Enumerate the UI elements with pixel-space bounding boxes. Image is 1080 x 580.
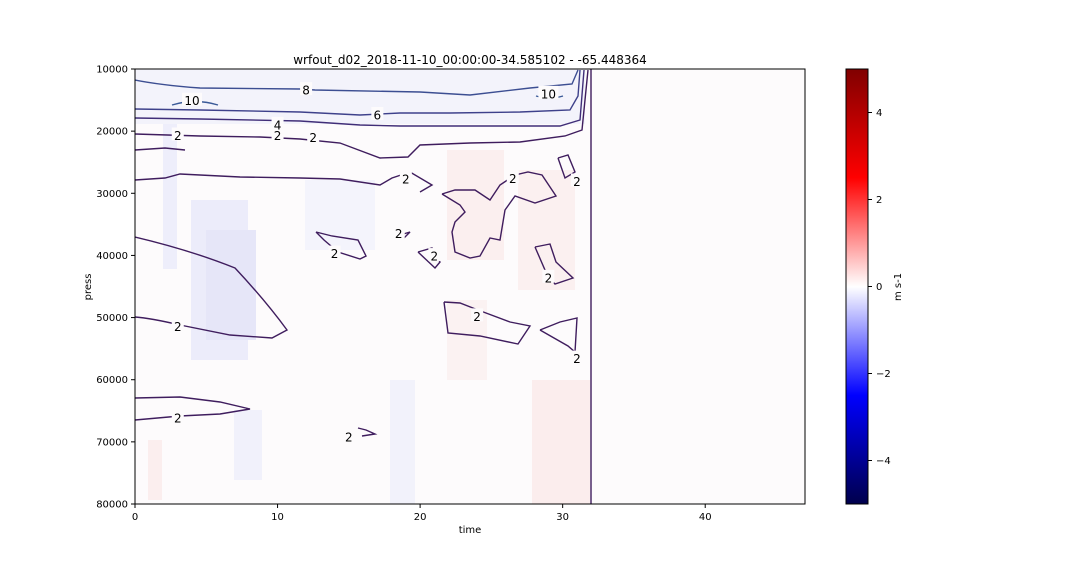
contour-label: 2 [402,172,410,186]
colorbar-tick-label: −2 [876,369,891,380]
contour-label-bg [506,170,519,184]
contour-line-2 [315,231,367,260]
contour-label: 2 [509,172,517,186]
x-axis: 0 10 20 30 40 [132,504,712,523]
contour-line-2 [357,427,378,437]
colorbar-tick-label: 0 [876,282,882,293]
y-axis-label: press [83,274,94,301]
x-axis-label: time [459,525,482,536]
contour-label-bg [570,173,583,187]
contour-line-2 [135,69,589,159]
contour-label: 2 [274,129,282,143]
y-tick-label: 10000 [96,65,128,76]
colorbar-tick-label: 4 [876,108,882,119]
contour-label-bg [538,85,559,99]
y-tick-label: 20000 [96,127,128,138]
heatmap-cell [135,69,585,124]
contour-label: 2 [331,247,339,261]
contour-line-8 [135,69,579,96]
colorbar-label: m s-1 [893,273,904,301]
colorbar-gradient [845,68,869,505]
y-tick-label: 80000 [96,500,128,511]
contour-label-bg [570,350,583,364]
colorbar-tick-label: 2 [876,195,882,206]
contour-label-bg [171,410,184,424]
contour-label-bg [271,116,284,130]
contour-label: 2 [309,131,317,145]
contour-label-bg [542,269,555,283]
contour-label: 2 [573,352,581,366]
y-tick-label: 70000 [96,437,128,448]
contour-label: 2 [431,250,439,264]
contour-label: 6 [374,108,382,122]
contour-label-bg [471,308,484,322]
colorbar: 4 2 0 −2 −4 m s-1 [845,68,904,505]
y-axis: 10000 20000 30000 40000 50000 60000 70000 80000 [96,65,135,511]
heatmap-cell [305,180,375,250]
contour-label: 10 [184,94,199,108]
contour-label: 8 [302,84,310,98]
colorbar-ticks: 4 2 0 −2 −4 [868,108,891,467]
contour-label: 2 [395,227,403,241]
x-tick-label: 20 [414,512,427,523]
contour-label: 2 [174,320,182,334]
contour-line-2 [539,317,578,354]
contour-label-bg [342,428,355,442]
chart-title: wrfout_d02_2018-11-10_00:00:00-34.585102… [293,53,647,67]
contour-label: 2 [473,310,481,324]
contour-line-2 [135,236,289,339]
contour-label-bg [307,129,320,143]
contour-label: 4 [274,118,282,132]
heatmap-cell [234,410,262,480]
contour-label: 2 [174,129,182,143]
heatmap-cell [148,440,162,500]
heatmap-cell [532,380,590,504]
contour-label-bg [300,82,313,96]
plot-area [134,68,806,505]
heatmap-cells [135,69,805,504]
contour-lines [135,69,592,504]
contour-line-4 [135,69,585,127]
y-tick-label: 40000 [96,251,128,262]
contour-line-2 [135,147,186,151]
contour-line-6 [135,69,581,116]
x-tick-label: 0 [132,512,138,523]
contour-label-bg [371,106,384,120]
contour-label: 2 [573,175,581,189]
contour-line-2 [441,171,558,259]
contour-label: 2 [174,412,182,426]
contour-label: 2 [545,271,553,285]
x-tick-label: 10 [271,512,284,523]
y-tick-label: 50000 [96,313,128,324]
contour-label: 10 [541,87,556,101]
x-tick-label: 40 [699,512,712,523]
heatmap-cell [206,230,256,340]
y-tick-label: 60000 [96,375,128,386]
x-tick-label: 30 [556,512,569,523]
colorbar-tick-label: −4 [876,456,891,467]
contour-label-bg [182,92,203,106]
contour-label-bg [399,170,412,184]
contour-line-2 [443,301,532,345]
heatmap-cell [447,150,504,260]
contour-label-bg [392,225,405,239]
contour-line-2 [557,154,576,180]
y-tick-label: 30000 [96,189,128,200]
contour-label-bg [328,245,341,259]
contour-label-bg [271,127,284,141]
contour-line-2 [417,247,441,270]
contour-label: 2 [345,430,353,444]
contour-label-bg [171,318,184,332]
contour-line-2 [135,171,434,193]
contour-label-bg [428,248,441,262]
contour-label-bg [171,127,184,141]
heatmap-cell [390,380,415,504]
